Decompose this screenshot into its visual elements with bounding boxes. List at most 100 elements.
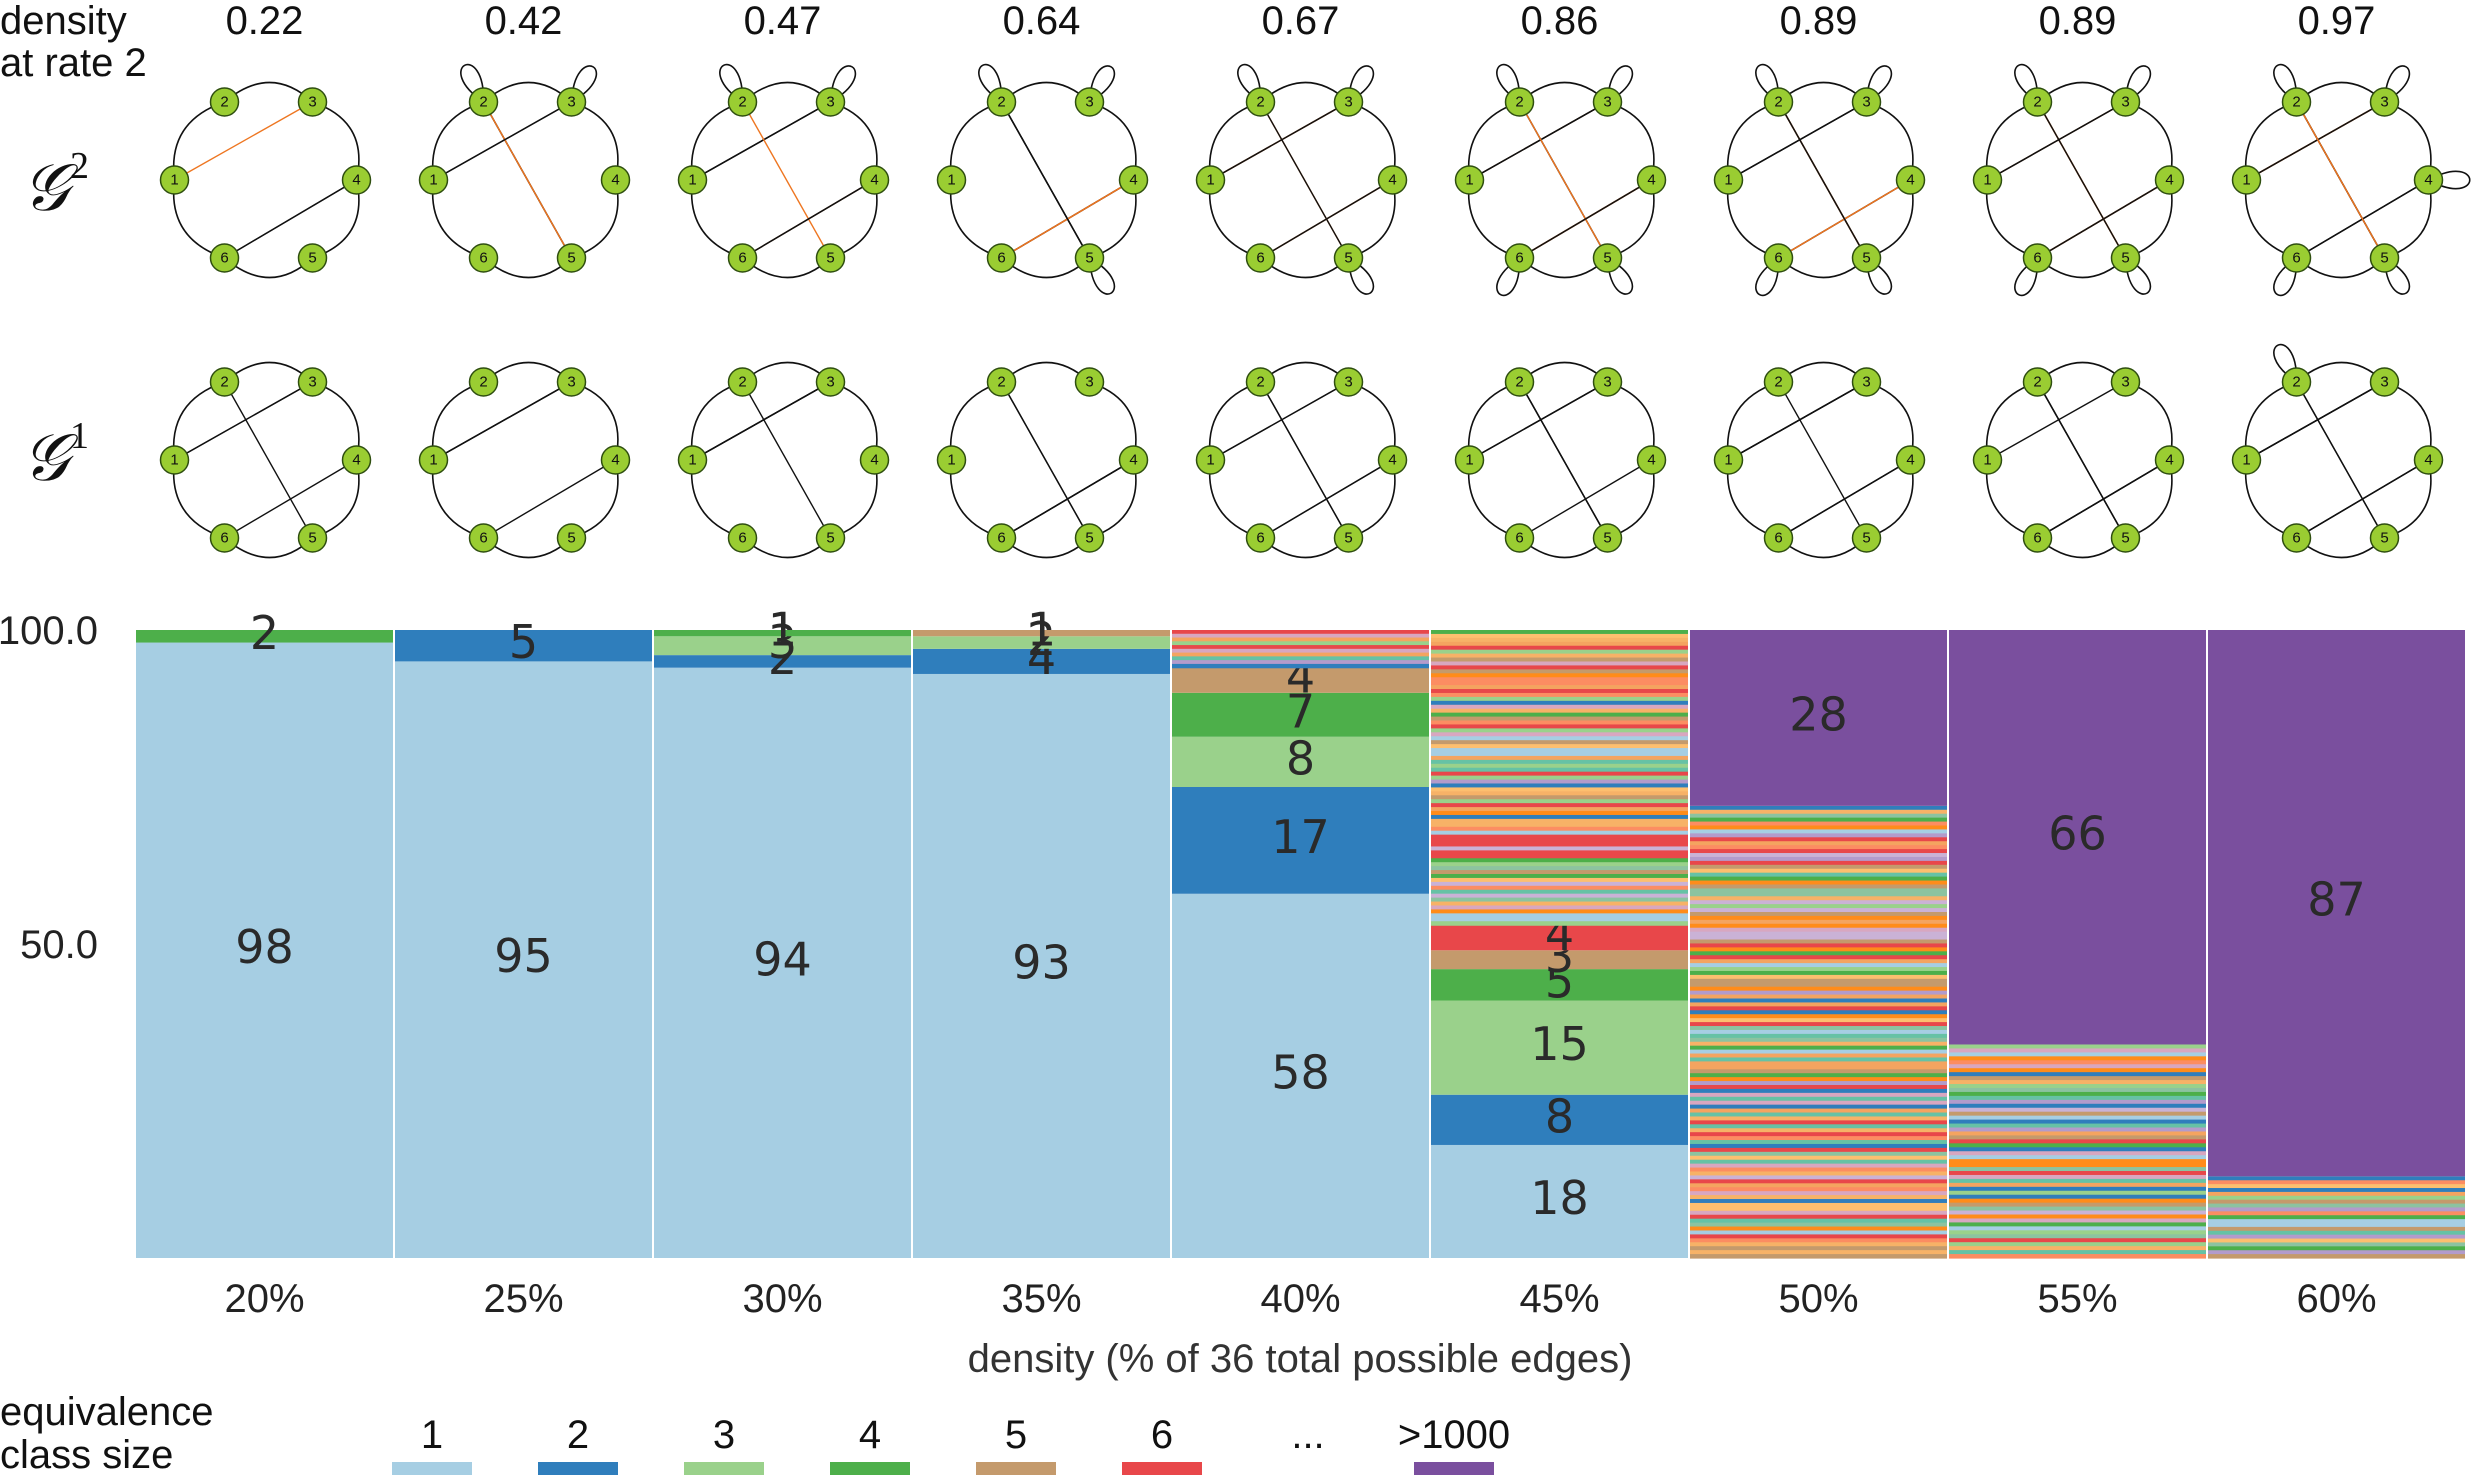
- graph-node-label: 2: [738, 374, 746, 391]
- graph-node-label: 5: [1344, 530, 1352, 547]
- graph-node-label: 2: [1774, 374, 1782, 391]
- graph-node-label: 5: [1603, 250, 1611, 267]
- graph-node: 1: [418, 445, 449, 475]
- graph-node-circle: [468, 523, 499, 553]
- graph-node-label: 1: [688, 172, 696, 189]
- graph-node: 3: [1592, 87, 1623, 117]
- graph-node-circle: [209, 367, 240, 397]
- bar-segment-small-class: [1690, 1002, 1947, 1007]
- graph-node: 6: [1245, 523, 1276, 553]
- graph-node-label: 2: [2033, 374, 2041, 391]
- bar-segment-small-class: [1690, 1140, 1947, 1145]
- graph-node-circle: [1763, 87, 1794, 117]
- bar-segment-small-class: [1690, 1018, 1947, 1023]
- graph-node-circle: [297, 87, 328, 117]
- bar-segment-small-class: [1431, 897, 1688, 903]
- bar-segment-small-class: [1431, 689, 1688, 694]
- graph-node: 3: [815, 367, 846, 397]
- graph-node-label: 5: [2380, 530, 2388, 547]
- bar-segment-small-class: [1949, 1076, 2206, 1081]
- graph-panel: 1 2 3 4 5 6: [159, 81, 372, 279]
- graph-edge: [741, 179, 875, 259]
- graph-node: 2: [986, 87, 1017, 117]
- bar-segment-size-3: [1431, 1000, 1688, 1095]
- graph-node-label: 5: [1862, 530, 1870, 547]
- bar-segment-small-class: [2208, 1250, 2465, 1255]
- graph-node-label: 6: [2033, 250, 2041, 267]
- graph-node: 2: [468, 367, 499, 397]
- bar-segment-small-class: [1431, 716, 1688, 722]
- bar-segment-small-class: [1690, 809, 1947, 815]
- graph-node-label: 5: [2121, 250, 2129, 267]
- graph-node-circle: [727, 523, 758, 553]
- bar-segment-small-class: [2208, 1226, 2465, 1232]
- graph-node-circle: [556, 243, 587, 273]
- bar-segment-size-4: [136, 630, 393, 643]
- bar-segment-small-class: [1690, 990, 1947, 996]
- graph-panel: 1 2 3 4 5 6: [1972, 63, 2185, 297]
- segment-value-label: 93: [1012, 935, 1071, 989]
- graph-node-label: 6: [1774, 250, 1782, 267]
- graph-node: 4: [859, 165, 890, 195]
- graph-node-label: 3: [1603, 94, 1611, 111]
- graph-node-circle: [209, 243, 240, 273]
- bar-segment-small-class: [1690, 994, 1947, 1000]
- bar-segment-small-class: [1949, 1234, 2206, 1239]
- bar-segment-small-class: [2208, 1199, 2465, 1205]
- graph-edge: [1986, 101, 2126, 181]
- graph-node-circle: [1118, 165, 1149, 195]
- bar-segment-small-class: [1949, 1202, 2206, 1208]
- graph-node-circle: [2022, 523, 2053, 553]
- graph-node: 4: [600, 165, 631, 195]
- bar-segment-small-class: [1690, 1077, 1947, 1082]
- bar-segment-small-class: [1690, 1081, 1947, 1086]
- bar-segment-small-class: [1949, 1214, 2206, 1220]
- bar-segment-small-class: [1431, 685, 1688, 690]
- bar-segment-small-class: [1431, 779, 1688, 785]
- graph-node-label: 1: [1206, 172, 1214, 189]
- graph-node-circle: [986, 367, 1017, 397]
- graph-node-label: 2: [738, 94, 746, 111]
- bar-segment-small-class: [1690, 939, 1947, 945]
- bar-segment-small-class: [1949, 1147, 2206, 1152]
- graph-node-label: 3: [2121, 374, 2129, 391]
- bar-segment-small-class: [1949, 1186, 2206, 1192]
- density-value: 0.97: [2298, 0, 2376, 43]
- density-value: 0.22: [226, 0, 304, 43]
- bar-segment-small-class: [2208, 1191, 2465, 1197]
- bar-segment-small-class: [1431, 791, 1688, 796]
- graph-node-circle: [1333, 243, 1364, 273]
- graph-edge: [1777, 381, 1868, 539]
- graph-node-circle: [1895, 165, 1926, 195]
- graph-node-circle: [209, 87, 240, 117]
- graph-node: 3: [2369, 87, 2400, 117]
- graph-node-label: 4: [1906, 172, 1914, 189]
- graph-panel: 1 2 3 4 5 6: [677, 361, 890, 559]
- graph-node-label: 5: [567, 250, 575, 267]
- bar-segment-small-class: [1690, 880, 1947, 886]
- bar-segment-size-5: [1172, 667, 1429, 693]
- graph-node-label: 4: [1129, 452, 1137, 469]
- graph-node-circle: [2154, 445, 2185, 475]
- density-value: 0.47: [744, 0, 822, 43]
- bar-segment-small-class: [1431, 858, 1688, 863]
- graph-node-label: 1: [688, 452, 696, 469]
- graph-self-loop: [1602, 65, 1634, 104]
- bar-segment-small-class: [1690, 876, 1947, 882]
- graph-node: 2: [2281, 367, 2312, 397]
- bar-segment-small-class: [1690, 1112, 1947, 1118]
- graph-node: 2: [1245, 367, 1276, 397]
- bar-segment-small-class: [1690, 1183, 1947, 1188]
- graph-node-circle: [1504, 87, 1535, 117]
- graph-node-circle: [1636, 165, 1667, 195]
- bar-segment-small-class: [1431, 736, 1688, 741]
- row-labels: 𝒢 2 𝒢 1: [22, 145, 89, 495]
- graph-node-label: 5: [308, 250, 316, 267]
- graph-node-label: 5: [1862, 250, 1870, 267]
- bar-segment-small-class: [1949, 1072, 2206, 1077]
- bar-segment-small-class: [1949, 1218, 2206, 1224]
- bar-segment-small-class: [2208, 1238, 2465, 1244]
- bar-segment-small-class: [1690, 1226, 1947, 1232]
- bar-segment-small-class: [1431, 633, 1688, 639]
